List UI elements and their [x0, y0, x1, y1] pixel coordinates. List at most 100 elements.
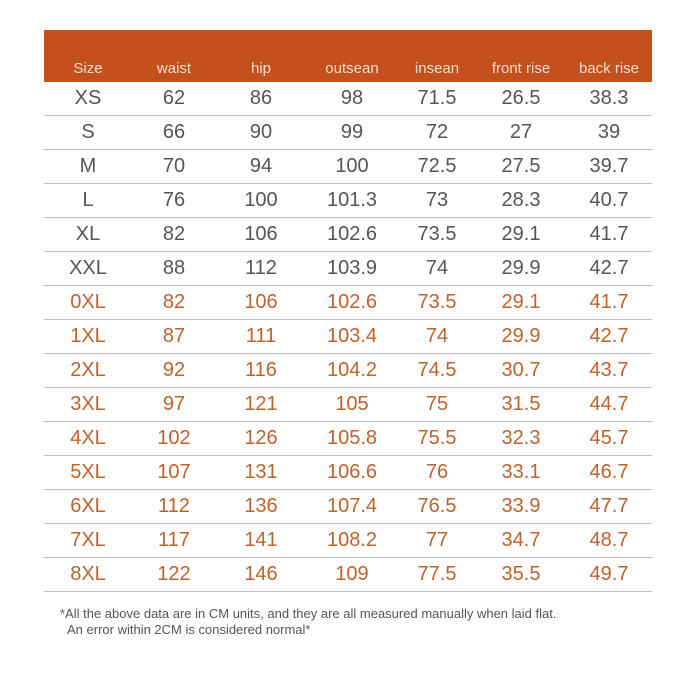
measurement-cell: 106: [216, 285, 306, 320]
measurement-cell: 136: [216, 489, 306, 524]
measurement-cell: 97: [132, 387, 216, 422]
measurement-cell: 43.7: [566, 353, 652, 388]
note-line-1: *All the above data are in CM units, and…: [60, 606, 557, 621]
size-label-cell: 5XL: [44, 455, 132, 490]
header-size: Size: [73, 60, 103, 77]
table-row: XS 62 86 98 71.5 26.5 38.3: [44, 82, 652, 116]
measurement-cell: 87: [132, 319, 216, 354]
measurement-cell: 42.7: [566, 251, 652, 286]
size-label-cell: M: [44, 149, 132, 184]
measurement-cell: 27: [476, 115, 566, 150]
header-inseam: insean: [414, 60, 460, 77]
measurement-cell: 46.7: [566, 455, 652, 490]
table-row: 0XL 82 106 102.6 73.5 29.1 41.7: [44, 285, 652, 320]
measurement-cell: 74.5: [398, 353, 476, 388]
measurement-cell: 88: [132, 251, 216, 286]
measurement-cell: 76: [398, 455, 476, 490]
measurement-cell: 109: [306, 557, 398, 592]
measurement-cell: 122: [132, 557, 216, 592]
measurement-cell: 106.6: [306, 455, 398, 490]
header-outseam: outsean: [325, 60, 379, 77]
measurement-note: *All the above data are in CM units, and…: [60, 606, 556, 638]
measurement-cell: 74: [398, 319, 476, 354]
measurement-cell: 35.5: [476, 557, 566, 592]
table-row: 3XL 97 121 105 75 31.5 44.7: [44, 387, 652, 422]
measurement-cell: 75.5: [398, 421, 476, 456]
size-label-cell: L: [44, 183, 132, 218]
measurement-cell: 38.3: [566, 82, 652, 116]
size-label-cell: 7XL: [44, 523, 132, 558]
measurement-cell: 112: [216, 251, 306, 286]
size-label-cell: 8XL: [44, 557, 132, 592]
table-body: XS 62 86 98 71.5 26.5 38.3 S 66 90 99 72 27 39 M 70 94 10…: [44, 82, 652, 592]
measurement-cell: 74: [398, 251, 476, 286]
measurement-cell: 33.9: [476, 489, 566, 524]
table-row: 1XL 87 111 103.4 74 29.9 42.7: [44, 319, 652, 354]
measurement-cell: 82: [132, 217, 216, 252]
measurement-cell: 73: [398, 183, 476, 218]
header-waist: waist: [156, 60, 192, 77]
measurement-cell: 107: [132, 455, 216, 490]
header-front-rise: front rise: [491, 60, 551, 77]
measurement-cell: 106: [216, 217, 306, 252]
size-label-cell: XL: [44, 217, 132, 252]
measurement-cell: 126: [216, 421, 306, 456]
measurement-cell: 26.5: [476, 82, 566, 116]
header-hip: hip: [250, 60, 272, 77]
measurement-cell: 34.7: [476, 523, 566, 558]
table-row: 6XL 112 136 107.4 76.5 33.9 47.7: [44, 489, 652, 524]
measurement-cell: 29.9: [476, 319, 566, 354]
measurement-cell: 41.7: [566, 285, 652, 320]
measurement-cell: 31.5: [476, 387, 566, 422]
measurement-cell: 82: [132, 285, 216, 320]
measurement-cell: 48.7: [566, 523, 652, 558]
measurement-cell: 29.1: [476, 217, 566, 252]
measurement-cell: 98: [306, 82, 398, 116]
size-label-cell: 6XL: [44, 489, 132, 524]
note-line-2: An error within 2CM is considered normal…: [67, 622, 311, 637]
measurement-cell: 66: [132, 115, 216, 150]
measurement-cell: 29.9: [476, 251, 566, 286]
measurement-cell: 104.2: [306, 353, 398, 388]
measurement-cell: 44.7: [566, 387, 652, 422]
measurement-cell: 33.1: [476, 455, 566, 490]
measurement-cell: 28.3: [476, 183, 566, 218]
measurement-cell: 101.3: [306, 183, 398, 218]
size-label-cell: XS: [44, 82, 132, 116]
measurement-cell: 62: [132, 82, 216, 116]
measurement-cell: 30.7: [476, 353, 566, 388]
size-label-cell: 0XL: [44, 285, 132, 320]
measurement-cell: 100: [306, 149, 398, 184]
table-header: Size waist hip outsean insean front rise…: [44, 30, 652, 82]
table-row: XXL 88 112 103.9 74 29.9 42.7: [44, 251, 652, 286]
measurement-cell: 29.1: [476, 285, 566, 320]
size-label-cell: S: [44, 115, 132, 150]
measurement-cell: 70: [132, 149, 216, 184]
size-label-cell: 1XL: [44, 319, 132, 354]
measurement-cell: 105: [306, 387, 398, 422]
measurement-cell: 100: [216, 183, 306, 218]
measurement-cell: 45.7: [566, 421, 652, 456]
measurement-cell: 32.3: [476, 421, 566, 456]
measurement-cell: 86: [216, 82, 306, 116]
measurement-cell: 107.4: [306, 489, 398, 524]
measurement-cell: 111: [216, 319, 306, 354]
table-row: L 76 100 101.3 73 28.3 40.7: [44, 183, 652, 218]
table-row: XL 82 106 102.6 73.5 29.1 41.7: [44, 217, 652, 252]
table-row: S 66 90 99 72 27 39: [44, 115, 652, 150]
measurement-cell: 75: [398, 387, 476, 422]
measurement-cell: 105.8: [306, 421, 398, 456]
size-label-cell: 3XL: [44, 387, 132, 422]
size-label-cell: XXL: [44, 251, 132, 286]
measurement-cell: 131: [216, 455, 306, 490]
measurement-cell: 72: [398, 115, 476, 150]
measurement-cell: 146: [216, 557, 306, 592]
table-row: 4XL 102 126 105.8 75.5 32.3 45.7: [44, 421, 652, 456]
measurement-cell: 116: [216, 353, 306, 388]
table-row: M 70 94 100 72.5 27.5 39.7: [44, 149, 652, 184]
measurement-cell: 47.7: [566, 489, 652, 524]
table-row: 2XL 92 116 104.2 74.5 30.7 43.7: [44, 353, 652, 388]
measurement-cell: 90: [216, 115, 306, 150]
size-chart-table: Size waist hip outsean insean front rise…: [44, 30, 652, 592]
measurement-cell: 41.7: [566, 217, 652, 252]
